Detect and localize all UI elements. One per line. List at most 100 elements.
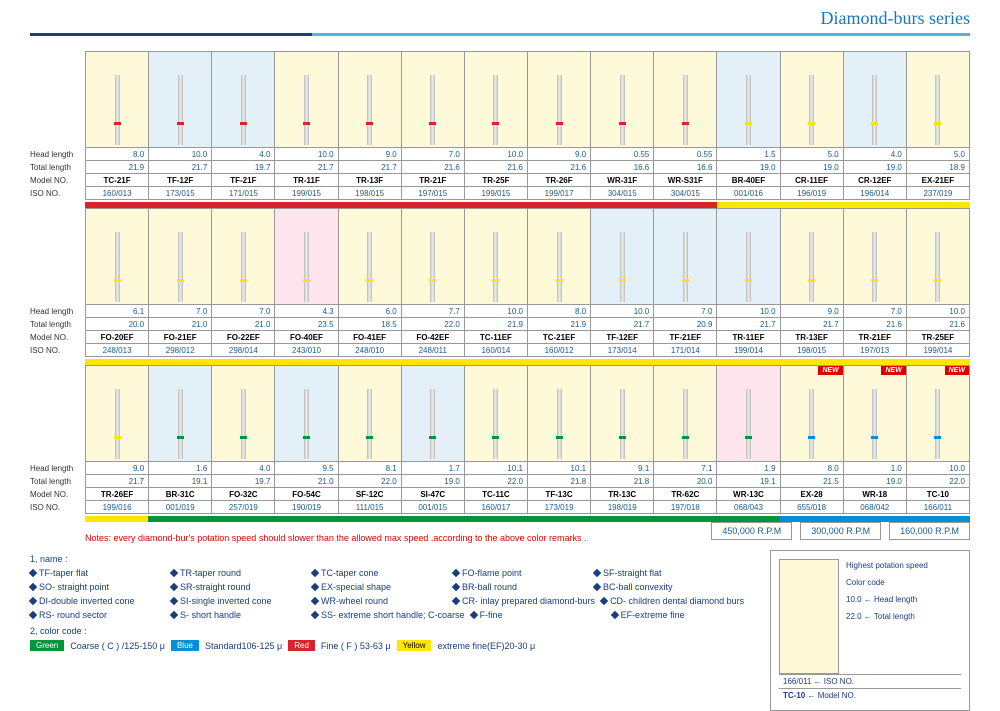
spec-value: FO-54C bbox=[275, 487, 337, 500]
legend-item: RS- round sector bbox=[30, 610, 165, 620]
spec-value: 7.0 bbox=[149, 304, 211, 317]
spec-value: TR-25EF bbox=[907, 330, 969, 343]
row-label: Model NO. bbox=[30, 331, 85, 344]
spec-value: 5.0 bbox=[781, 147, 843, 160]
spec-value: 10.0 bbox=[907, 461, 969, 474]
product-cell: 6.018.5FO-41EF248/010 bbox=[339, 208, 402, 357]
spec-value: FO-20EF bbox=[86, 330, 148, 343]
spec-value: 199/015 bbox=[275, 186, 337, 199]
product-cell: 7.120.0TR-62C197/018 bbox=[654, 365, 717, 514]
spec-value: 111/015 bbox=[339, 500, 401, 513]
product-cell: 10.021.7TR-11F199/015 bbox=[275, 51, 338, 200]
product-cell: 1.619.1BR-31C001/019 bbox=[149, 365, 212, 514]
legend-item: TF-taper flat bbox=[30, 568, 165, 578]
spec-value: 10.0 bbox=[717, 304, 779, 317]
spec-value: 1.5 bbox=[717, 147, 779, 160]
spec-value: TR-21EF bbox=[844, 330, 906, 343]
color-chip: Yellow bbox=[397, 640, 432, 651]
spec-value: 197/015 bbox=[402, 186, 464, 199]
spec-value: 197/013 bbox=[844, 343, 906, 356]
product-cell: 7.021.6TR-21EF197/013 bbox=[844, 208, 907, 357]
spec-value: 18.9 bbox=[907, 160, 969, 173]
spec-value: 001/015 bbox=[402, 500, 464, 513]
spec-value: 160/014 bbox=[465, 343, 527, 356]
spec-value: 1.6 bbox=[149, 461, 211, 474]
spec-value: 1.0 bbox=[844, 461, 906, 474]
spec-value: 7.7 bbox=[402, 304, 464, 317]
row-label: Total length bbox=[30, 475, 85, 488]
legend-item: S- short handle bbox=[171, 610, 306, 620]
spec-value: TR-11EF bbox=[717, 330, 779, 343]
spec-value: EX-21EF bbox=[907, 173, 969, 186]
spec-value: 10.0 bbox=[465, 147, 527, 160]
product-cell: 0.5516.6WR-31F304/015 bbox=[591, 51, 654, 200]
spec-value: 4.0 bbox=[212, 461, 274, 474]
row-label: Head length bbox=[30, 462, 85, 475]
color-legend-title: 2, color code : bbox=[30, 626, 750, 636]
spec-value: 7.0 bbox=[654, 304, 716, 317]
spec-value: 199/014 bbox=[907, 343, 969, 356]
product-cell: 0.5516.6WR-S31F304/015 bbox=[654, 51, 717, 200]
product-cell: 4.019.0CR-12EF196/014 bbox=[844, 51, 907, 200]
spec-value: TR-13EF bbox=[781, 330, 843, 343]
spec-value: 068/043 bbox=[717, 500, 779, 513]
product-cell: 9.021.7TR-13F198/015 bbox=[339, 51, 402, 200]
spec-value: 0.55 bbox=[654, 147, 716, 160]
spec-value: 23.5 bbox=[275, 317, 337, 330]
legend-item: BC-ball convexity bbox=[594, 582, 729, 592]
spec-value: BR-31C bbox=[149, 487, 211, 500]
spec-value: 22.0 bbox=[907, 474, 969, 487]
legend-item: TR-taper round bbox=[171, 568, 306, 578]
spec-value: TR-62C bbox=[654, 487, 716, 500]
spec-value: 22.0 bbox=[465, 474, 527, 487]
spec-value: 21.6 bbox=[402, 160, 464, 173]
spec-value: FO-42EF bbox=[402, 330, 464, 343]
spec-value: 6.1 bbox=[86, 304, 148, 317]
spec-value: 7.0 bbox=[844, 304, 906, 317]
row-label: Total length bbox=[30, 318, 85, 331]
spec-value: TR-11F bbox=[275, 173, 337, 186]
new-badge: NEW bbox=[945, 366, 969, 375]
product-catalog: Head lengthTotal lengthModel NO.ISO NO.8… bbox=[30, 51, 970, 522]
product-cell: 9.021.7TR-26EF199/016 bbox=[85, 365, 149, 514]
product-cell: 9.521.0FO-54C190/019 bbox=[275, 365, 338, 514]
legend-diagram: Highest potation speed Color code 10.0 ←… bbox=[770, 550, 970, 711]
product-cell: 10.122.0TC-11C160/017 bbox=[465, 365, 528, 514]
product-cell: 4.019.7TF-21F171/015 bbox=[212, 51, 275, 200]
spec-value: WR-18 bbox=[844, 487, 906, 500]
spec-value: 10.0 bbox=[149, 147, 211, 160]
spec-value: 21.0 bbox=[212, 317, 274, 330]
spec-value: 10.0 bbox=[465, 304, 527, 317]
spec-value: 068/042 bbox=[844, 500, 906, 513]
spec-value: TR-26F bbox=[528, 173, 590, 186]
spec-value: TC-21EF bbox=[528, 330, 590, 343]
spec-value: 19.7 bbox=[212, 474, 274, 487]
legend-item: SS- extreme short handle; C-coarse bbox=[312, 610, 465, 620]
product-cell: 1.719.0SI-47C001/015 bbox=[402, 365, 465, 514]
spec-value: TR-21F bbox=[402, 173, 464, 186]
spec-value: 21.6 bbox=[528, 160, 590, 173]
spec-value: WR-13C bbox=[717, 487, 779, 500]
spec-value: FO-22EF bbox=[212, 330, 274, 343]
spec-value: 199/017 bbox=[528, 186, 590, 199]
legend-item: SF-straight flat bbox=[594, 568, 729, 578]
product-cell: 7.021.0FO-22EF298/014 bbox=[212, 208, 275, 357]
spec-value: 21.7 bbox=[781, 317, 843, 330]
spec-value: 10.0 bbox=[275, 147, 337, 160]
product-cell: 8.021.9TC-21EF160/012 bbox=[528, 208, 591, 357]
page-title: Diamond-burs series bbox=[0, 0, 1000, 33]
spec-value: 10.0 bbox=[591, 304, 653, 317]
spec-value: TC-11C bbox=[465, 487, 527, 500]
spec-value: CR-11EF bbox=[781, 173, 843, 186]
spec-value: 10.1 bbox=[465, 461, 527, 474]
spec-value: 21.7 bbox=[717, 317, 779, 330]
spec-value: 298/014 bbox=[212, 343, 274, 356]
product-cell: 7.021.6TR-21F197/015 bbox=[402, 51, 465, 200]
spec-value: 21.6 bbox=[465, 160, 527, 173]
notes-text: Notes: every diamond-bur's potation spee… bbox=[85, 533, 651, 543]
spec-value: 8.0 bbox=[528, 304, 590, 317]
spec-value: 7.1 bbox=[654, 461, 716, 474]
spec-value: 001/019 bbox=[149, 500, 211, 513]
product-cell: 7.722.0FO-42EF248/011 bbox=[402, 208, 465, 357]
spec-value: WR-31F bbox=[591, 173, 653, 186]
